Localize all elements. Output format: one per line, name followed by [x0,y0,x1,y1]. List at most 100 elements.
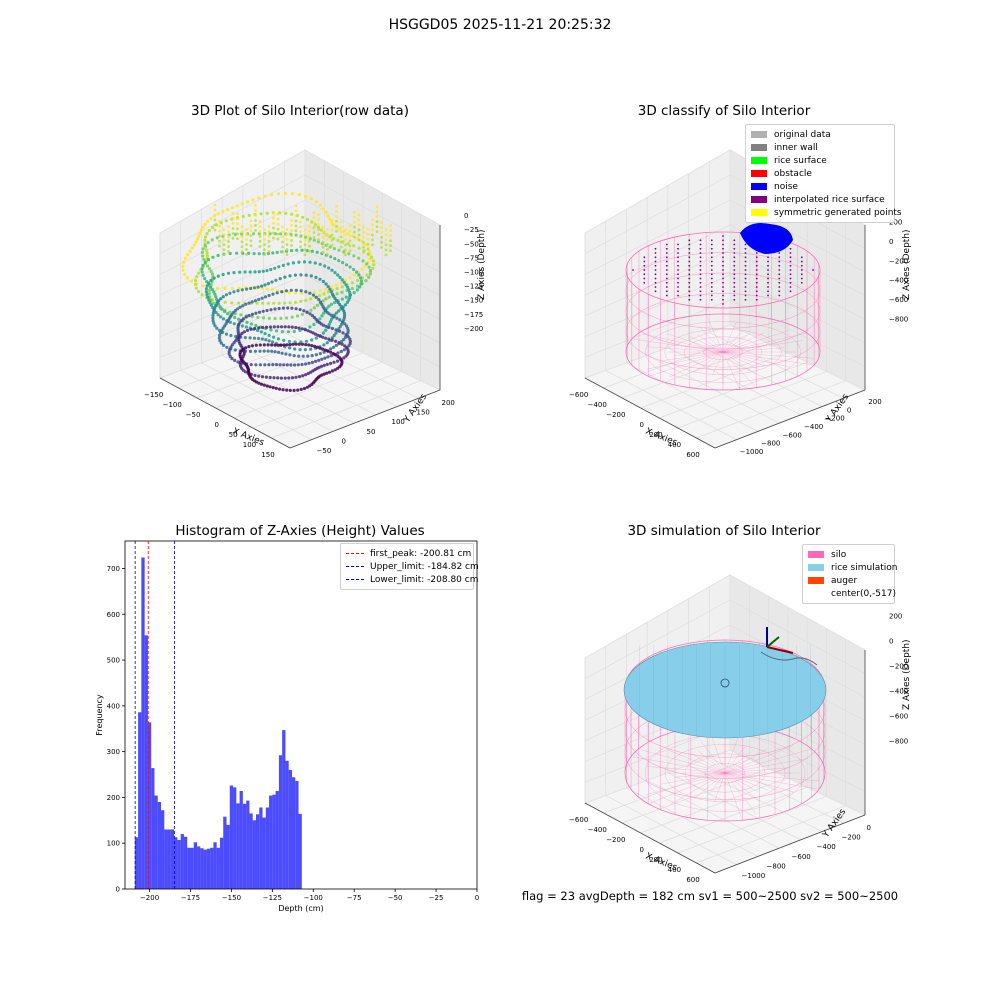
silo-floor-spoke [669,351,724,378]
data-point [362,235,365,239]
grid-line [242,347,376,416]
data-point [384,238,388,242]
data-point [240,245,244,249]
legend-line [346,579,364,580]
data-point [321,331,325,335]
data-point [276,217,280,221]
data-point [240,235,244,239]
data-point [326,247,329,251]
data-point [339,225,343,229]
silo-floor-spoke [724,767,789,774]
data-point [218,244,221,248]
interpolated-point [789,256,792,259]
x-axis-line [159,377,291,449]
data-point [294,233,298,237]
interpolated-point [665,290,668,293]
interpolated-point [710,256,713,259]
data-point [253,349,257,353]
data-point [313,332,317,336]
data-point [375,220,379,224]
data-point [295,314,300,318]
interpolated-point [744,252,747,254]
data-point [210,272,214,276]
data-point [268,385,272,389]
legend-entry: original data [751,128,889,141]
histogram-bar [288,769,292,889]
data-point [339,240,343,244]
data-point [182,260,186,264]
silo-floor-spoke [694,772,726,799]
data-point [209,285,213,289]
histogram-bar [144,635,148,889]
data-point [333,368,337,372]
tick-label: −400 [588,401,607,409]
data-point [210,238,214,242]
interpolated-point [778,264,781,267]
data-point [321,279,325,284]
data-point [267,234,271,238]
legend-label: interpolated rice surface [774,194,885,205]
interpolated-point [688,298,691,301]
data-point [213,213,217,217]
data-point [269,267,273,272]
data-point [272,325,276,329]
data-point [244,302,248,306]
data-point [267,363,271,367]
x-axis-label: X Axies [644,852,679,874]
data-point [233,348,237,352]
y-axis-label: Frequency [95,694,104,736]
legend-label: Upper_limit: -184.82 cm [370,561,479,572]
tick-label: 100 [392,418,405,426]
data-point [380,230,383,234]
data-point [231,226,235,230]
data-point [326,227,329,231]
interpolated-point [733,247,736,250]
data-point [325,362,329,366]
data-point [324,282,328,286]
y-tick-label: 400 [107,702,120,710]
data-point [344,243,347,247]
data-point [239,313,243,317]
data-point [294,204,298,208]
legend-entry: Upper_limit: -184.82 cm [346,560,479,573]
data-point [242,317,246,321]
legend-entry: rice surface [751,154,889,167]
data-point [236,217,239,221]
data-point [353,235,356,239]
silo-floor-ring [704,763,746,783]
data-point [236,237,239,241]
data-point [342,280,346,284]
interpolated-point [733,281,736,284]
data-point [359,282,363,286]
data-point [218,331,223,335]
data-point [366,247,370,251]
data-point [248,349,253,353]
data-point [291,192,295,196]
silo-floor-spoke [648,351,724,377]
data-point [286,262,290,266]
data-point [332,315,336,319]
data-point [267,249,271,253]
data-point [250,300,254,304]
data-point [301,374,305,378]
data-point [240,250,244,254]
data-point [227,230,230,233]
interpolated-point [744,260,747,263]
data-point [248,270,252,274]
data-point [275,291,279,295]
silo-floor-spoke [646,351,724,370]
legend-label: symmetric generated points [774,207,902,218]
data-point [280,290,284,294]
silo-floor-spoke [722,351,765,366]
data-point [314,275,318,279]
interpolated-point [722,252,724,254]
x-tick-label: −25 [429,894,444,902]
histogram-bar [282,730,286,889]
data-point [218,333,222,337]
data-point [320,314,324,318]
noise-cluster [740,223,793,254]
data-point [245,243,248,246]
data-point [309,370,313,374]
grid-line [180,370,312,441]
data-point [232,322,236,326]
